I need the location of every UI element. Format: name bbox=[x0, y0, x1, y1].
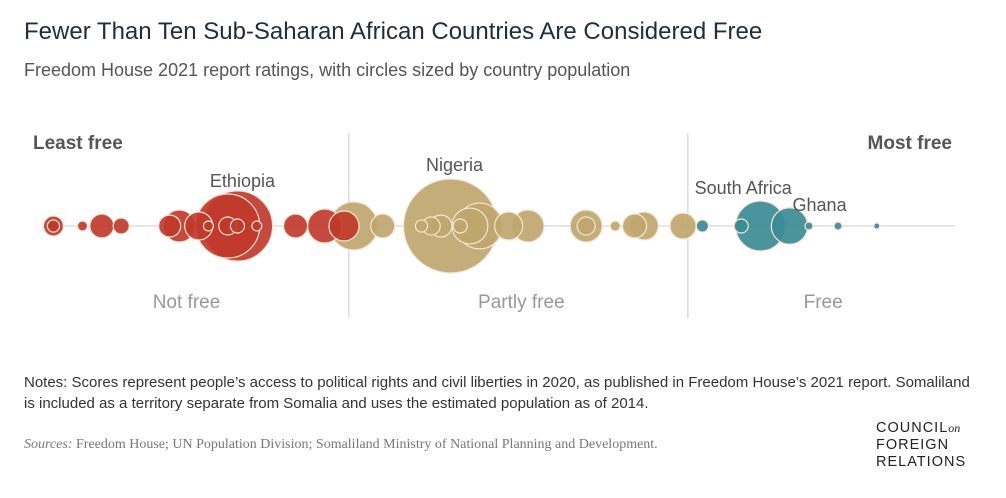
country-bubble bbox=[112, 217, 130, 235]
country-bubble bbox=[202, 220, 214, 232]
sources: Sources: Freedom House; UN Population Di… bbox=[24, 437, 658, 453]
country-bubble bbox=[229, 218, 246, 234]
notes: Notes: Scores represent people’s access … bbox=[24, 374, 970, 412]
country-bubble bbox=[833, 221, 843, 231]
country-bubble bbox=[669, 212, 697, 240]
country-bubble bbox=[609, 220, 621, 232]
country-bubble bbox=[370, 213, 396, 239]
country-bubble bbox=[46, 219, 61, 233]
chart-title: Fewer Than Ten Sub-Saharan African Count… bbox=[24, 18, 763, 45]
country-bubble bbox=[695, 219, 710, 233]
cfr-logo: COUNCILon FOREIGN RELATIONS bbox=[876, 420, 967, 470]
country-bubble bbox=[576, 216, 596, 236]
country-annotation: South Africa bbox=[695, 178, 793, 198]
bubble-plot: Least free Most free Not free Partly free… bbox=[33, 133, 955, 318]
country-annotation: Ethiopia bbox=[210, 171, 276, 191]
country-bubble bbox=[494, 211, 524, 241]
country-bubble bbox=[282, 213, 309, 239]
chart-subtitle: Freedom House 2021 report ratings, with … bbox=[24, 60, 631, 80]
country-bubble bbox=[328, 210, 360, 242]
country-bubble bbox=[873, 222, 881, 230]
category-label: Partly free bbox=[478, 292, 565, 313]
country-bubble bbox=[89, 213, 115, 239]
category-label: Free bbox=[804, 292, 843, 313]
country-bubble bbox=[452, 218, 468, 234]
most-free-label: Most free bbox=[868, 133, 952, 154]
country-bubble bbox=[733, 218, 749, 234]
country-bubble bbox=[414, 219, 429, 233]
country-annotation: Ghana bbox=[793, 195, 848, 215]
category-label: Not free bbox=[153, 292, 221, 313]
country-bubble bbox=[251, 220, 263, 232]
sources-text: Freedom House; UN Population Division; S… bbox=[72, 437, 658, 452]
country-bubble bbox=[158, 214, 182, 238]
country-bubble bbox=[804, 221, 814, 231]
country-bubble bbox=[76, 220, 89, 232]
least-free-label: Least free bbox=[33, 133, 123, 154]
sources-label: Sources: bbox=[24, 437, 73, 452]
country-annotation: Nigeria bbox=[426, 155, 484, 175]
country-bubble bbox=[622, 213, 648, 239]
